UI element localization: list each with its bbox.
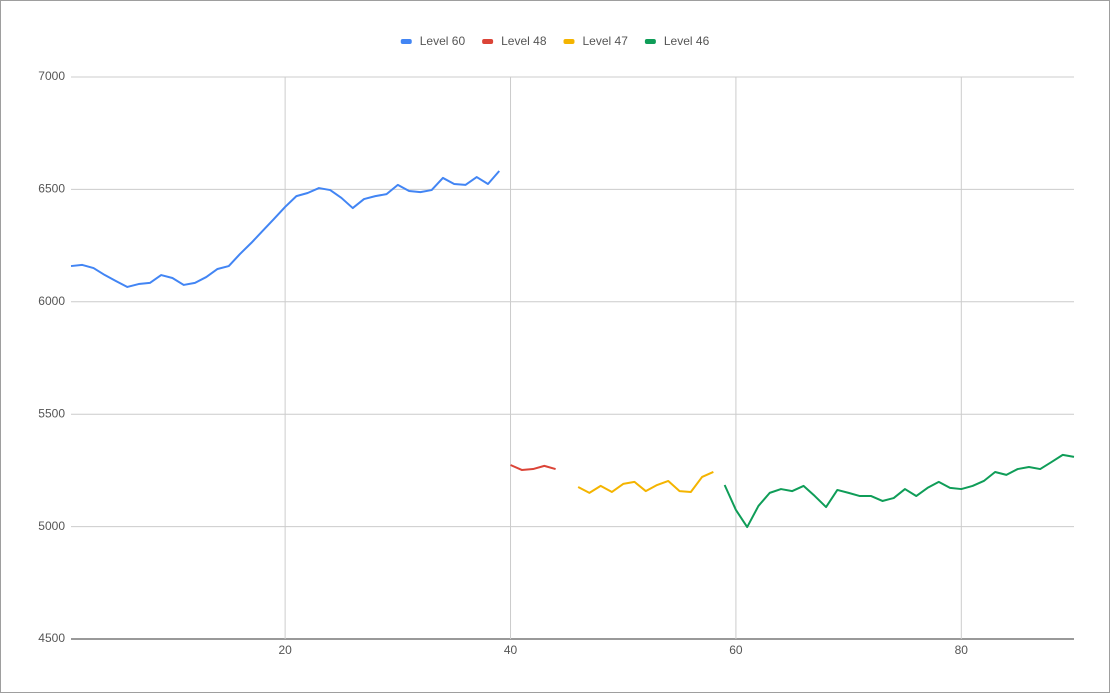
y-tick-label: 6000	[38, 294, 65, 308]
data-line	[723, 453, 1075, 529]
x-tick-label: 40	[504, 643, 518, 657]
legend-label: Level 47	[583, 34, 629, 48]
y-tick-label: 7000	[38, 69, 65, 83]
data-line	[70, 170, 501, 288]
y-tick-label: 5500	[38, 406, 65, 420]
legend-label: Level 48	[501, 34, 547, 48]
y-tick-label: 4500	[38, 631, 65, 645]
x-tick-label: 60	[729, 643, 743, 657]
legend-label: Level 46	[664, 34, 710, 48]
data-line	[510, 464, 556, 471]
legend-swatch	[482, 39, 494, 44]
legend-swatch	[400, 39, 412, 44]
x-tick-label: 20	[278, 643, 292, 657]
x-tick-label: 80	[955, 643, 969, 657]
legend-swatch	[563, 39, 575, 44]
legend-label: Level 60	[420, 34, 466, 48]
data-line	[577, 471, 714, 494]
legend: Level 60 Level 48 Level 47 Level 46	[400, 34, 710, 48]
y-tick-label: 5000	[38, 519, 65, 533]
legend-swatch	[644, 39, 656, 44]
y-tick-label: 6500	[38, 182, 65, 196]
